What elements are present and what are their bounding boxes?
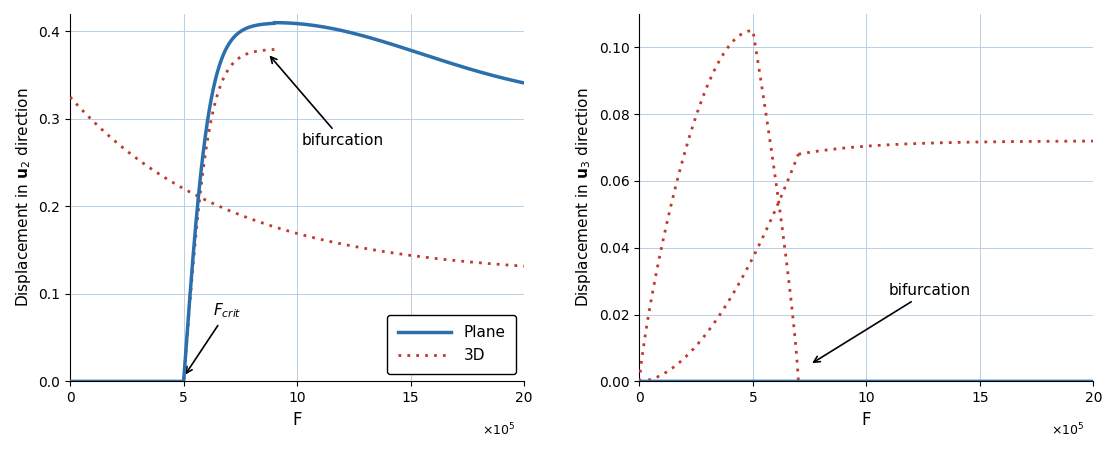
Text: bifurcation: bifurcation [814,283,971,362]
Y-axis label: Displacement in $\mathbf{u}_3$ direction: Displacement in $\mathbf{u}_3$ direction [575,88,594,307]
Legend: Plane, 3D: Plane, 3D [387,315,517,374]
Text: bifurcation: bifurcation [270,57,384,148]
Text: $\times 10^5$: $\times 10^5$ [1051,422,1085,438]
Y-axis label: Displacement in $\mathbf{u}_2$ direction: Displacement in $\mathbf{u}_2$ direction [13,88,32,307]
X-axis label: F: F [862,411,872,429]
X-axis label: F: F [292,411,301,429]
Text: $F_{crit}$: $F_{crit}$ [186,302,242,373]
Text: $\times 10^5$: $\times 10^5$ [482,422,514,438]
